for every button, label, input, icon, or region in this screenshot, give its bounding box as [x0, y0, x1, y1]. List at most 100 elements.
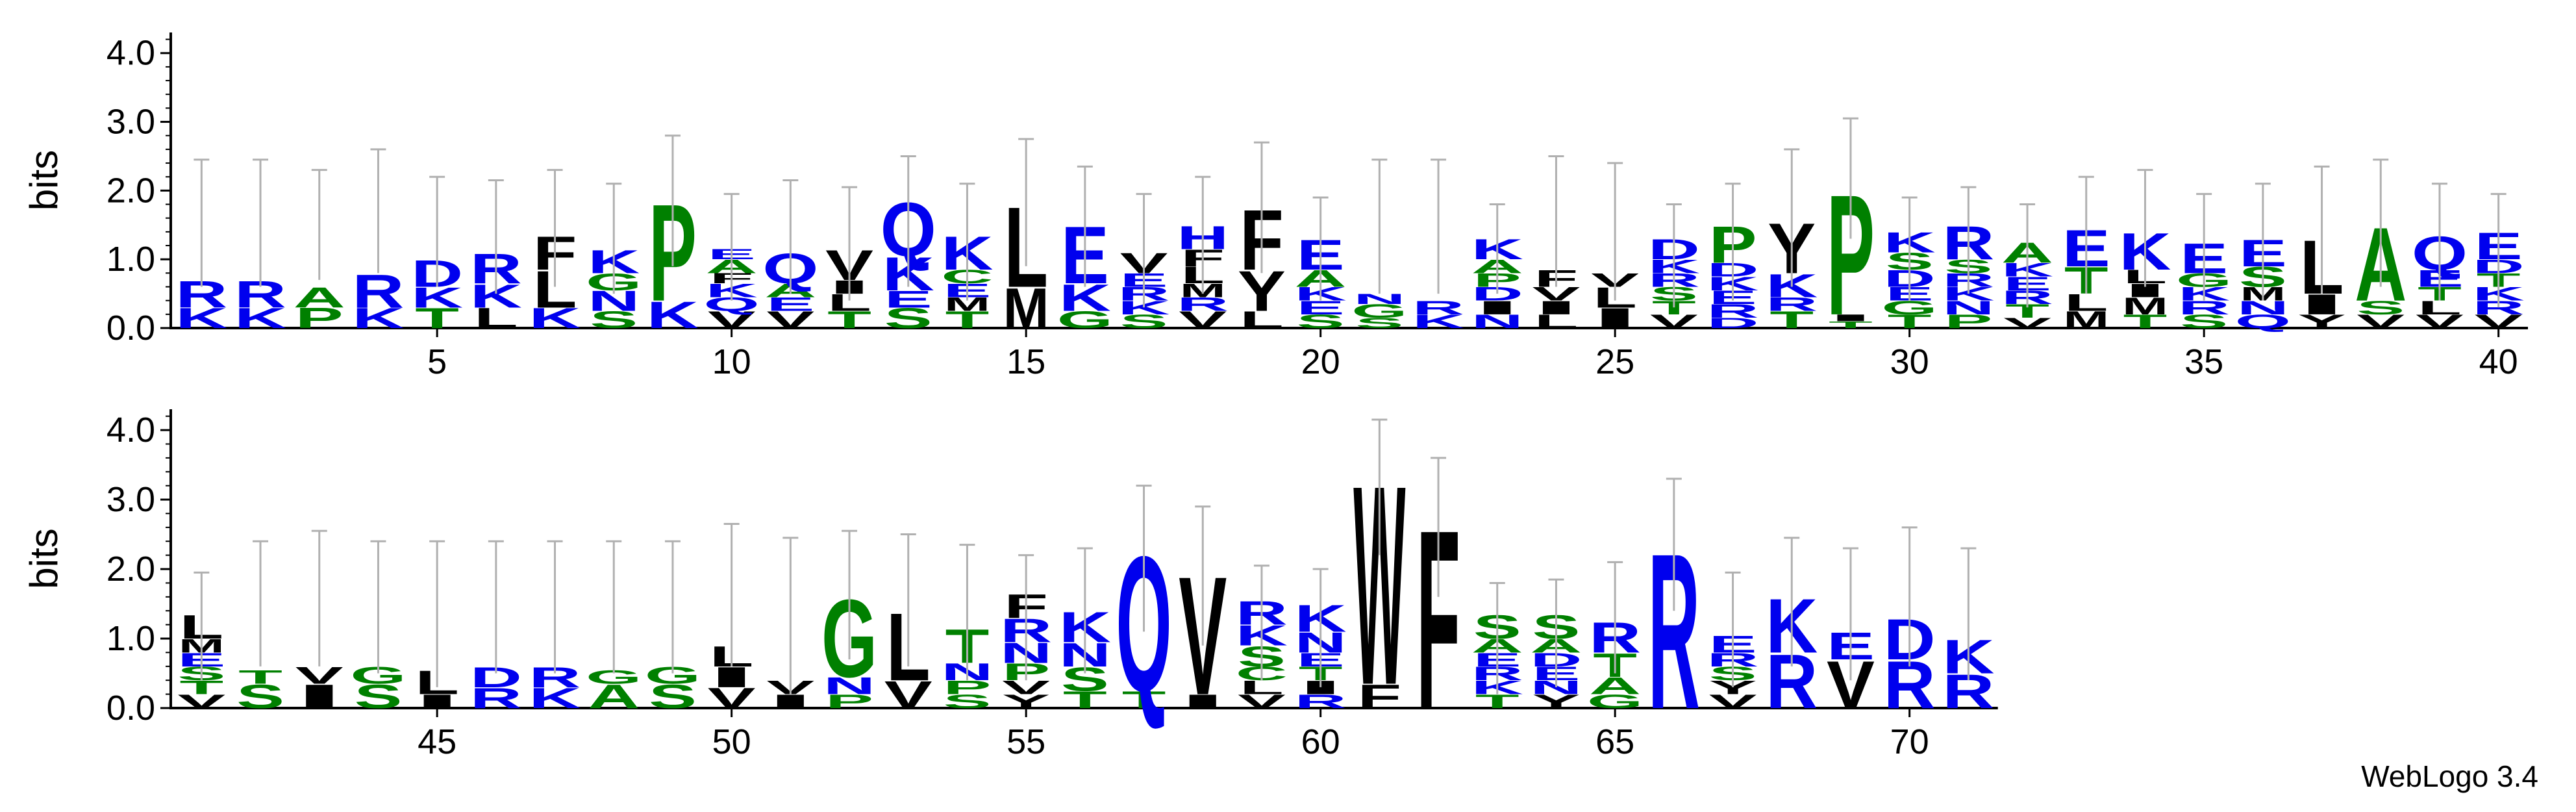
position-37: YIL [2296, 165, 2347, 333]
residue-K: K [529, 302, 581, 334]
residue-Y: Y [2298, 311, 2346, 333]
residue-Q: Q [2235, 311, 2291, 333]
position-42: ST [236, 540, 284, 716]
position-5: TKD [411, 175, 463, 334]
residue-T: T [1888, 311, 1932, 333]
position-25: ILV [1590, 162, 1641, 335]
y-tick-label: 2.0 [106, 550, 155, 589]
residue-E: E [884, 286, 932, 312]
residue-T: T [415, 302, 459, 334]
residue-R: R [1177, 294, 1229, 315]
position-46: RD [470, 540, 522, 714]
residue-V: V [1179, 307, 1227, 333]
residue-T: T [945, 307, 990, 333]
residue-Y: Y [1532, 691, 1580, 713]
residue-V: V [295, 662, 344, 689]
residue-S: S [1355, 315, 1403, 331]
y-tick-label: 3.0 [106, 480, 155, 519]
x-tick-label: 40 [2479, 342, 2518, 381]
position-48: AG [586, 540, 642, 715]
x-tick-label: 20 [1301, 342, 1340, 381]
residue-I: I [2296, 288, 2347, 320]
x-tick-label: 30 [1890, 342, 1929, 381]
residue-Y: Y [1002, 691, 1050, 713]
y-tick-label: 4.0 [106, 411, 155, 450]
position-49: SG [645, 540, 701, 715]
residue-T: T [179, 677, 223, 698]
residue-V: V [1709, 691, 1757, 713]
residue-I: I [1471, 297, 1523, 318]
residue-V: V [1532, 284, 1580, 305]
residue-E: E [1297, 298, 1345, 319]
y-tick-label: 1.0 [106, 619, 155, 658]
residue-I: I [706, 661, 757, 694]
residue-N: N [1471, 311, 1523, 333]
residue-L: L [2064, 290, 2108, 316]
residue-T: T [1475, 691, 1519, 713]
residue-N: N [823, 672, 875, 700]
position-9: KP [647, 134, 699, 336]
residue-V: V [2475, 311, 2523, 333]
residue-K: K [1412, 311, 1464, 333]
residue-I: I [765, 691, 816, 712]
x-tick-label: 60 [1301, 722, 1340, 761]
position-51: IV [765, 537, 816, 712]
residue-I: I [1590, 302, 1641, 334]
residue-I: I [1825, 312, 1876, 323]
residue-T: T [1063, 686, 1107, 713]
position-69: VE [1827, 547, 1875, 722]
residue-G: G [1587, 691, 1643, 713]
x-tick-label: 35 [2184, 342, 2223, 381]
residue-V: V [1238, 691, 1286, 713]
x-tick-label: 50 [712, 722, 751, 761]
position-15: ML [1003, 138, 1049, 340]
residue-M: M [2122, 293, 2168, 320]
position-58: IV [1177, 505, 1229, 731]
residue-V: V [708, 307, 756, 333]
residue-S: S [2180, 311, 2228, 333]
position-70: RD [1884, 526, 1936, 722]
position-44: SG [350, 540, 406, 715]
residue-S: S [236, 678, 284, 716]
y-tick-label: 0.0 [106, 689, 155, 728]
residue-F: F [1357, 678, 1401, 716]
residue-V: V [2357, 311, 2405, 333]
x-tick-label: 45 [418, 722, 456, 761]
residue-N: N [1353, 291, 1405, 307]
y-axis-label: bits [22, 528, 66, 589]
residue-V: V [884, 673, 932, 717]
residue-K: K [175, 302, 227, 334]
residue-R: R [1412, 298, 1464, 319]
position-52: PNG [821, 529, 877, 713]
position-4: KR [352, 148, 405, 334]
x-tick-label: 65 [1595, 722, 1634, 761]
residue-M: M [2063, 307, 2109, 333]
residue-A: A [1589, 672, 1641, 700]
position-62: F [1416, 457, 1460, 763]
position-47: KR [529, 540, 581, 714]
x-tick-label: 70 [1890, 722, 1929, 761]
residue-P: P [1944, 311, 1992, 333]
residue-P: P [825, 691, 873, 713]
position-19: LYF [1238, 141, 1286, 333]
y-tick-label: 1.0 [106, 240, 155, 279]
